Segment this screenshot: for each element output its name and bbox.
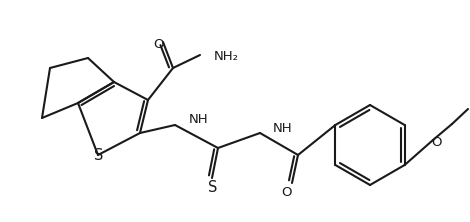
Text: NH: NH: [273, 121, 293, 135]
Text: S: S: [94, 149, 104, 163]
Text: O: O: [154, 38, 164, 50]
Text: S: S: [208, 180, 218, 196]
Text: NH: NH: [189, 113, 209, 127]
Text: NH₂: NH₂: [214, 50, 239, 63]
Text: O: O: [431, 135, 441, 149]
Text: O: O: [282, 186, 292, 200]
